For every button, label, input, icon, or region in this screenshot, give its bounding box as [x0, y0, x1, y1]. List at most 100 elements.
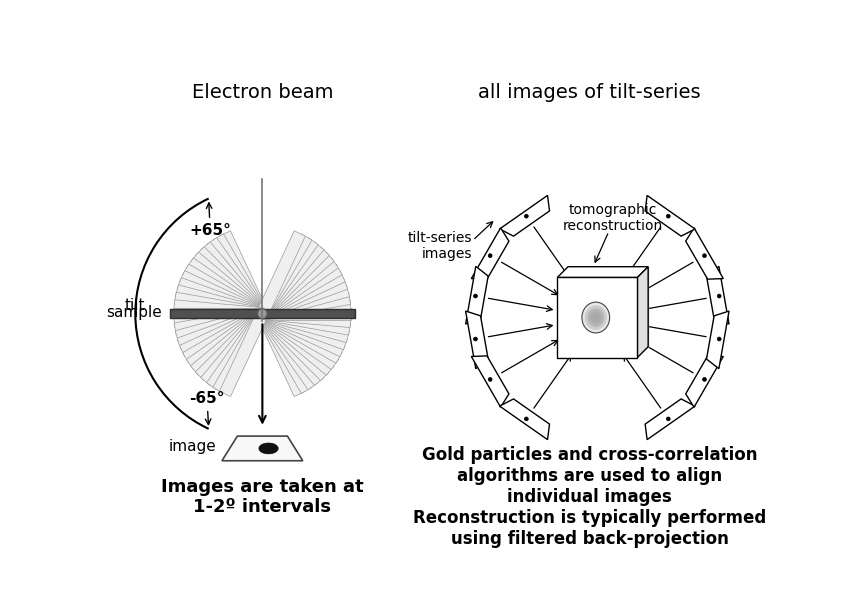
Polygon shape [645, 399, 695, 439]
Ellipse shape [666, 214, 670, 218]
Ellipse shape [666, 417, 670, 421]
Polygon shape [500, 399, 549, 439]
Polygon shape [466, 311, 488, 368]
Polygon shape [645, 195, 695, 236]
Polygon shape [201, 242, 264, 314]
Polygon shape [267, 307, 351, 320]
Polygon shape [264, 271, 345, 317]
Polygon shape [173, 307, 258, 320]
Polygon shape [265, 285, 349, 318]
Polygon shape [261, 242, 324, 314]
Polygon shape [212, 234, 265, 313]
Polygon shape [263, 312, 338, 370]
Polygon shape [638, 267, 649, 357]
Text: all images of tilt-series: all images of tilt-series [479, 83, 701, 102]
Polygon shape [265, 309, 349, 343]
Ellipse shape [473, 337, 478, 341]
Polygon shape [179, 310, 261, 357]
Ellipse shape [703, 254, 706, 258]
Text: Gold particles and cross-correlation
algorithms are used to align
individual ima: Gold particles and cross-correlation alg… [413, 446, 766, 548]
Ellipse shape [587, 308, 604, 327]
Polygon shape [259, 315, 312, 394]
Ellipse shape [593, 315, 598, 321]
Polygon shape [264, 310, 348, 349]
Text: -65°: -65° [190, 391, 224, 425]
Polygon shape [201, 313, 264, 386]
Polygon shape [264, 278, 348, 318]
Text: Images are taken at
1-2º intervals: Images are taken at 1-2º intervals [161, 477, 364, 517]
Ellipse shape [524, 214, 529, 218]
Polygon shape [183, 264, 262, 316]
Polygon shape [177, 278, 260, 318]
Polygon shape [259, 234, 312, 313]
Text: image: image [168, 439, 216, 454]
Polygon shape [179, 271, 261, 317]
Polygon shape [177, 310, 260, 349]
Polygon shape [207, 314, 264, 390]
Polygon shape [706, 266, 729, 324]
Polygon shape [686, 228, 723, 279]
Polygon shape [706, 311, 729, 368]
Polygon shape [175, 285, 259, 318]
Text: tilt: tilt [125, 299, 145, 313]
Polygon shape [261, 247, 329, 315]
Ellipse shape [717, 337, 721, 341]
Ellipse shape [582, 302, 609, 333]
Text: Electron beam: Electron beam [191, 83, 333, 102]
Polygon shape [196, 313, 264, 381]
Polygon shape [266, 308, 351, 335]
Polygon shape [466, 266, 488, 324]
Polygon shape [262, 252, 334, 315]
Polygon shape [186, 258, 262, 316]
Text: sample: sample [106, 305, 162, 319]
Text: tomographic
reconstruction: tomographic reconstruction [563, 203, 663, 233]
Polygon shape [261, 313, 329, 381]
Polygon shape [222, 436, 303, 461]
Polygon shape [472, 228, 509, 279]
Polygon shape [173, 308, 258, 327]
Ellipse shape [585, 305, 607, 330]
Polygon shape [558, 267, 649, 277]
Polygon shape [196, 247, 264, 315]
Polygon shape [207, 237, 264, 313]
Polygon shape [258, 231, 305, 312]
Polygon shape [219, 231, 266, 312]
Ellipse shape [473, 294, 478, 298]
Polygon shape [260, 237, 318, 313]
Polygon shape [183, 311, 262, 364]
Polygon shape [264, 264, 343, 316]
Polygon shape [212, 315, 265, 394]
Ellipse shape [258, 308, 268, 319]
Polygon shape [174, 293, 259, 319]
Ellipse shape [717, 294, 721, 298]
Ellipse shape [524, 417, 529, 421]
Text: +65°: +65° [190, 203, 231, 238]
Ellipse shape [488, 378, 492, 381]
Bar [170, 310, 354, 318]
Polygon shape [258, 315, 305, 397]
Polygon shape [174, 308, 259, 335]
Polygon shape [219, 315, 266, 397]
Ellipse shape [590, 312, 601, 324]
Polygon shape [190, 252, 263, 315]
Polygon shape [186, 312, 262, 370]
Polygon shape [266, 308, 351, 327]
Polygon shape [266, 300, 351, 319]
Ellipse shape [488, 254, 492, 258]
Polygon shape [261, 313, 324, 386]
Ellipse shape [259, 443, 278, 454]
Polygon shape [190, 312, 263, 375]
Text: tilt-series
images: tilt-series images [407, 231, 472, 261]
Polygon shape [686, 356, 723, 407]
Polygon shape [264, 311, 343, 364]
Polygon shape [472, 356, 509, 407]
Bar [558, 277, 638, 357]
Polygon shape [500, 195, 549, 236]
Polygon shape [262, 312, 334, 375]
Polygon shape [264, 310, 345, 357]
Polygon shape [175, 309, 259, 343]
Ellipse shape [703, 378, 706, 381]
Polygon shape [260, 314, 318, 390]
Polygon shape [266, 293, 351, 319]
Polygon shape [173, 300, 258, 319]
